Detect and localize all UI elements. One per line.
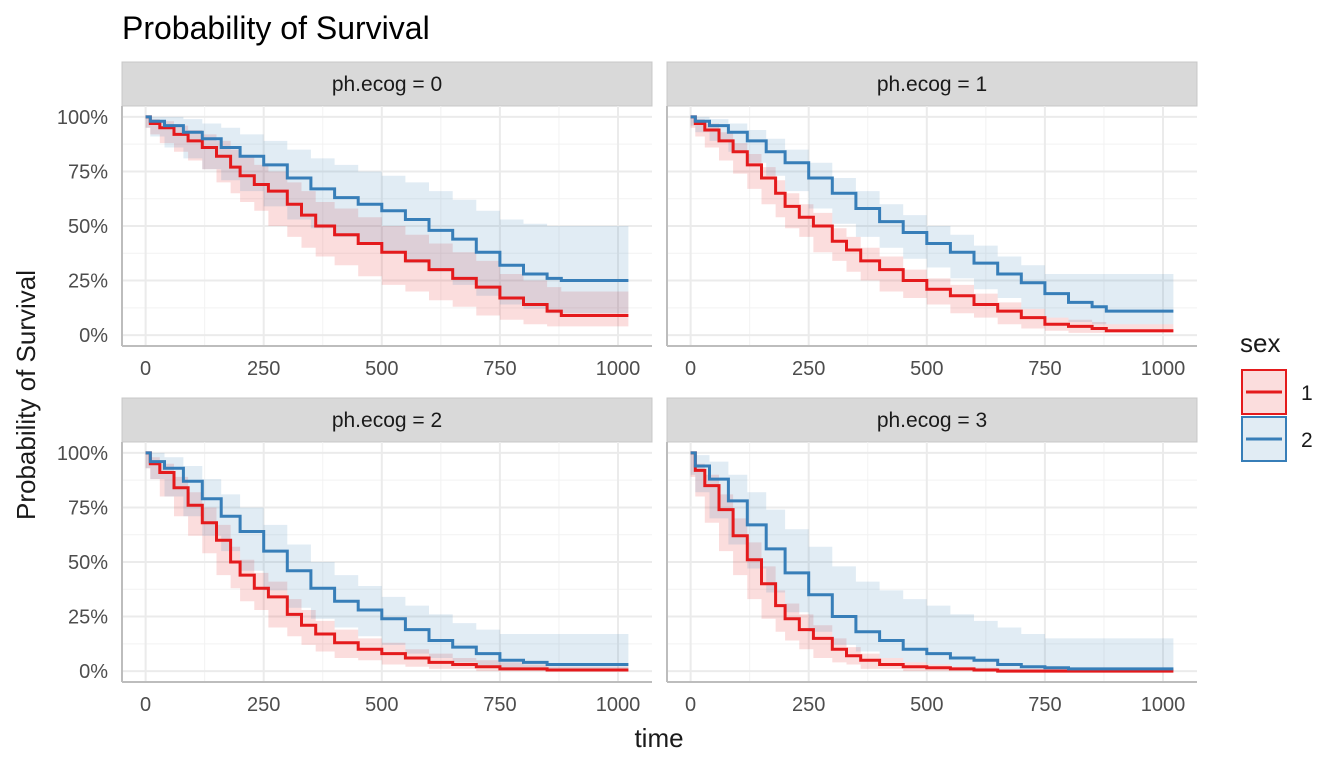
x-tick-label: 250 <box>247 694 280 716</box>
survival-line-sex-2 <box>145 451 629 666</box>
survival-line-sex-1 <box>145 451 629 672</box>
x-tick-label: 0 <box>140 358 151 380</box>
confidence-band-sex-1 <box>145 116 629 327</box>
x-tick-label: 1000 <box>596 694 641 716</box>
x-axis-title: time <box>634 723 683 753</box>
facet-panel: ph.ecog = 1 0 250 500 750 1000 <box>666 61 1198 380</box>
y-tick-label: 75% <box>68 161 108 183</box>
y-tick-label: 75% <box>68 497 108 519</box>
x-tick-label: 250 <box>247 358 280 380</box>
y-tick-label: 25% <box>68 607 108 629</box>
x-tick-label: 0 <box>685 694 696 716</box>
survival-line-sex-2 <box>690 115 1174 313</box>
survival-line-sex-2 <box>145 115 629 282</box>
confidence-band-sex-1 <box>690 452 1174 672</box>
facet-panels: ph.ecog = 0 0 250 500 750 1000 0% 25% 50% 75% 100%… <box>57 61 1198 716</box>
facet-strip <box>666 397 1198 443</box>
facet-strip <box>666 61 1198 107</box>
x-tick-label: 0 <box>140 694 151 716</box>
y-axis-title: Probability of Survival <box>11 270 41 520</box>
y-tick-label: 25% <box>68 271 108 293</box>
survival-line-sex-1 <box>145 115 629 317</box>
facet-strip <box>121 61 653 107</box>
legend-label: 1 <box>1301 382 1313 405</box>
x-tick-label: 250 <box>792 358 825 380</box>
facet-strip-label: ph.ecog = 3 <box>877 409 987 432</box>
x-tick-label: 250 <box>792 694 825 716</box>
y-tick-label: 0% <box>79 325 108 347</box>
y-tick-label: 50% <box>68 552 108 574</box>
x-tick-label: 1000 <box>1141 694 1186 716</box>
x-tick-label: 500 <box>910 694 943 716</box>
x-tick-label: 500 <box>365 358 398 380</box>
y-tick-label: 50% <box>68 216 108 238</box>
x-tick-label: 750 <box>483 358 516 380</box>
chart-title: Probability of Survival <box>122 10 430 46</box>
x-tick-label: 1000 <box>1141 358 1186 380</box>
y-tick-label: 100% <box>57 107 108 129</box>
x-tick-label: 1000 <box>596 358 641 380</box>
legend-title: sex <box>1240 328 1280 358</box>
legend: sex 1 2 <box>1240 328 1313 462</box>
confidence-band-sex-2 <box>145 452 629 672</box>
legend-label: 2 <box>1301 429 1313 452</box>
facet-strip-label: ph.ecog = 1 <box>877 73 987 96</box>
x-tick-label: 750 <box>483 694 516 716</box>
facet-panel: ph.ecog = 2 0 250 500 750 1000 0% 25% 50% 75% 100% <box>57 397 653 716</box>
facet-strip <box>121 397 653 443</box>
x-tick-label: 500 <box>910 358 943 380</box>
x-tick-label: 0 <box>685 358 696 380</box>
facet-strip-label: ph.ecog = 0 <box>332 73 442 96</box>
facet-panel: ph.ecog = 0 0 250 500 750 1000 0% 25% 50% 75% 100% <box>57 61 653 380</box>
facet-strip-label: ph.ecog = 2 <box>332 409 442 432</box>
y-tick-label: 0% <box>79 661 108 683</box>
y-tick-label: 100% <box>57 443 108 465</box>
survival-line-sex-1 <box>690 115 1174 333</box>
confidence-band-sex-2 <box>690 452 1174 672</box>
x-tick-label: 750 <box>1028 358 1061 380</box>
x-tick-label: 750 <box>1028 694 1061 716</box>
x-tick-label: 500 <box>365 694 398 716</box>
confidence-band-sex-2 <box>690 116 1174 325</box>
confidence-band-sex-1 <box>145 452 629 672</box>
facet-panel: ph.ecog = 3 0 250 500 750 1000 <box>666 397 1198 716</box>
survival-line-sex-2 <box>690 451 1174 671</box>
survival-line-sex-1 <box>690 451 1174 673</box>
